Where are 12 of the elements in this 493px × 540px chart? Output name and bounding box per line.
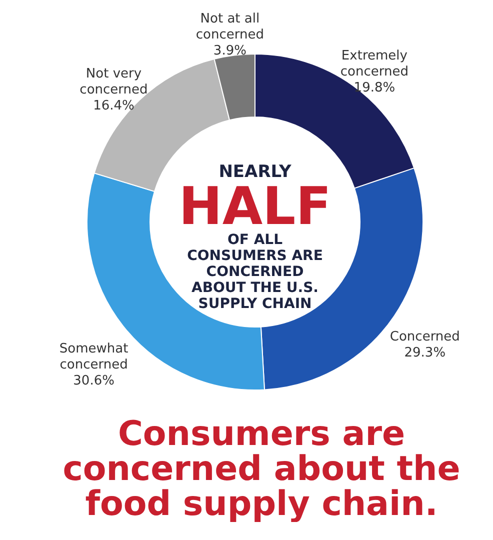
text: NEARLY: [218, 162, 292, 182]
data-label: 16.4%: [93, 98, 134, 114]
slice-label: Concerned: [390, 330, 460, 345]
data-label: 19.8%: [354, 80, 396, 96]
slice-label: Not at all concerned: [196, 12, 264, 43]
slice-label: Extremely concerned: [340, 48, 408, 80]
data-label: 3.9%: [213, 44, 246, 59]
slice-label: Somewhat concerned: [59, 342, 128, 373]
text: Consumers are concerned about the food supply chain.: [62, 414, 460, 524]
slice-label: Not very concerned: [80, 66, 148, 98]
data-label: 30.6%: [73, 374, 114, 389]
data-label: 29.3%: [404, 346, 446, 361]
